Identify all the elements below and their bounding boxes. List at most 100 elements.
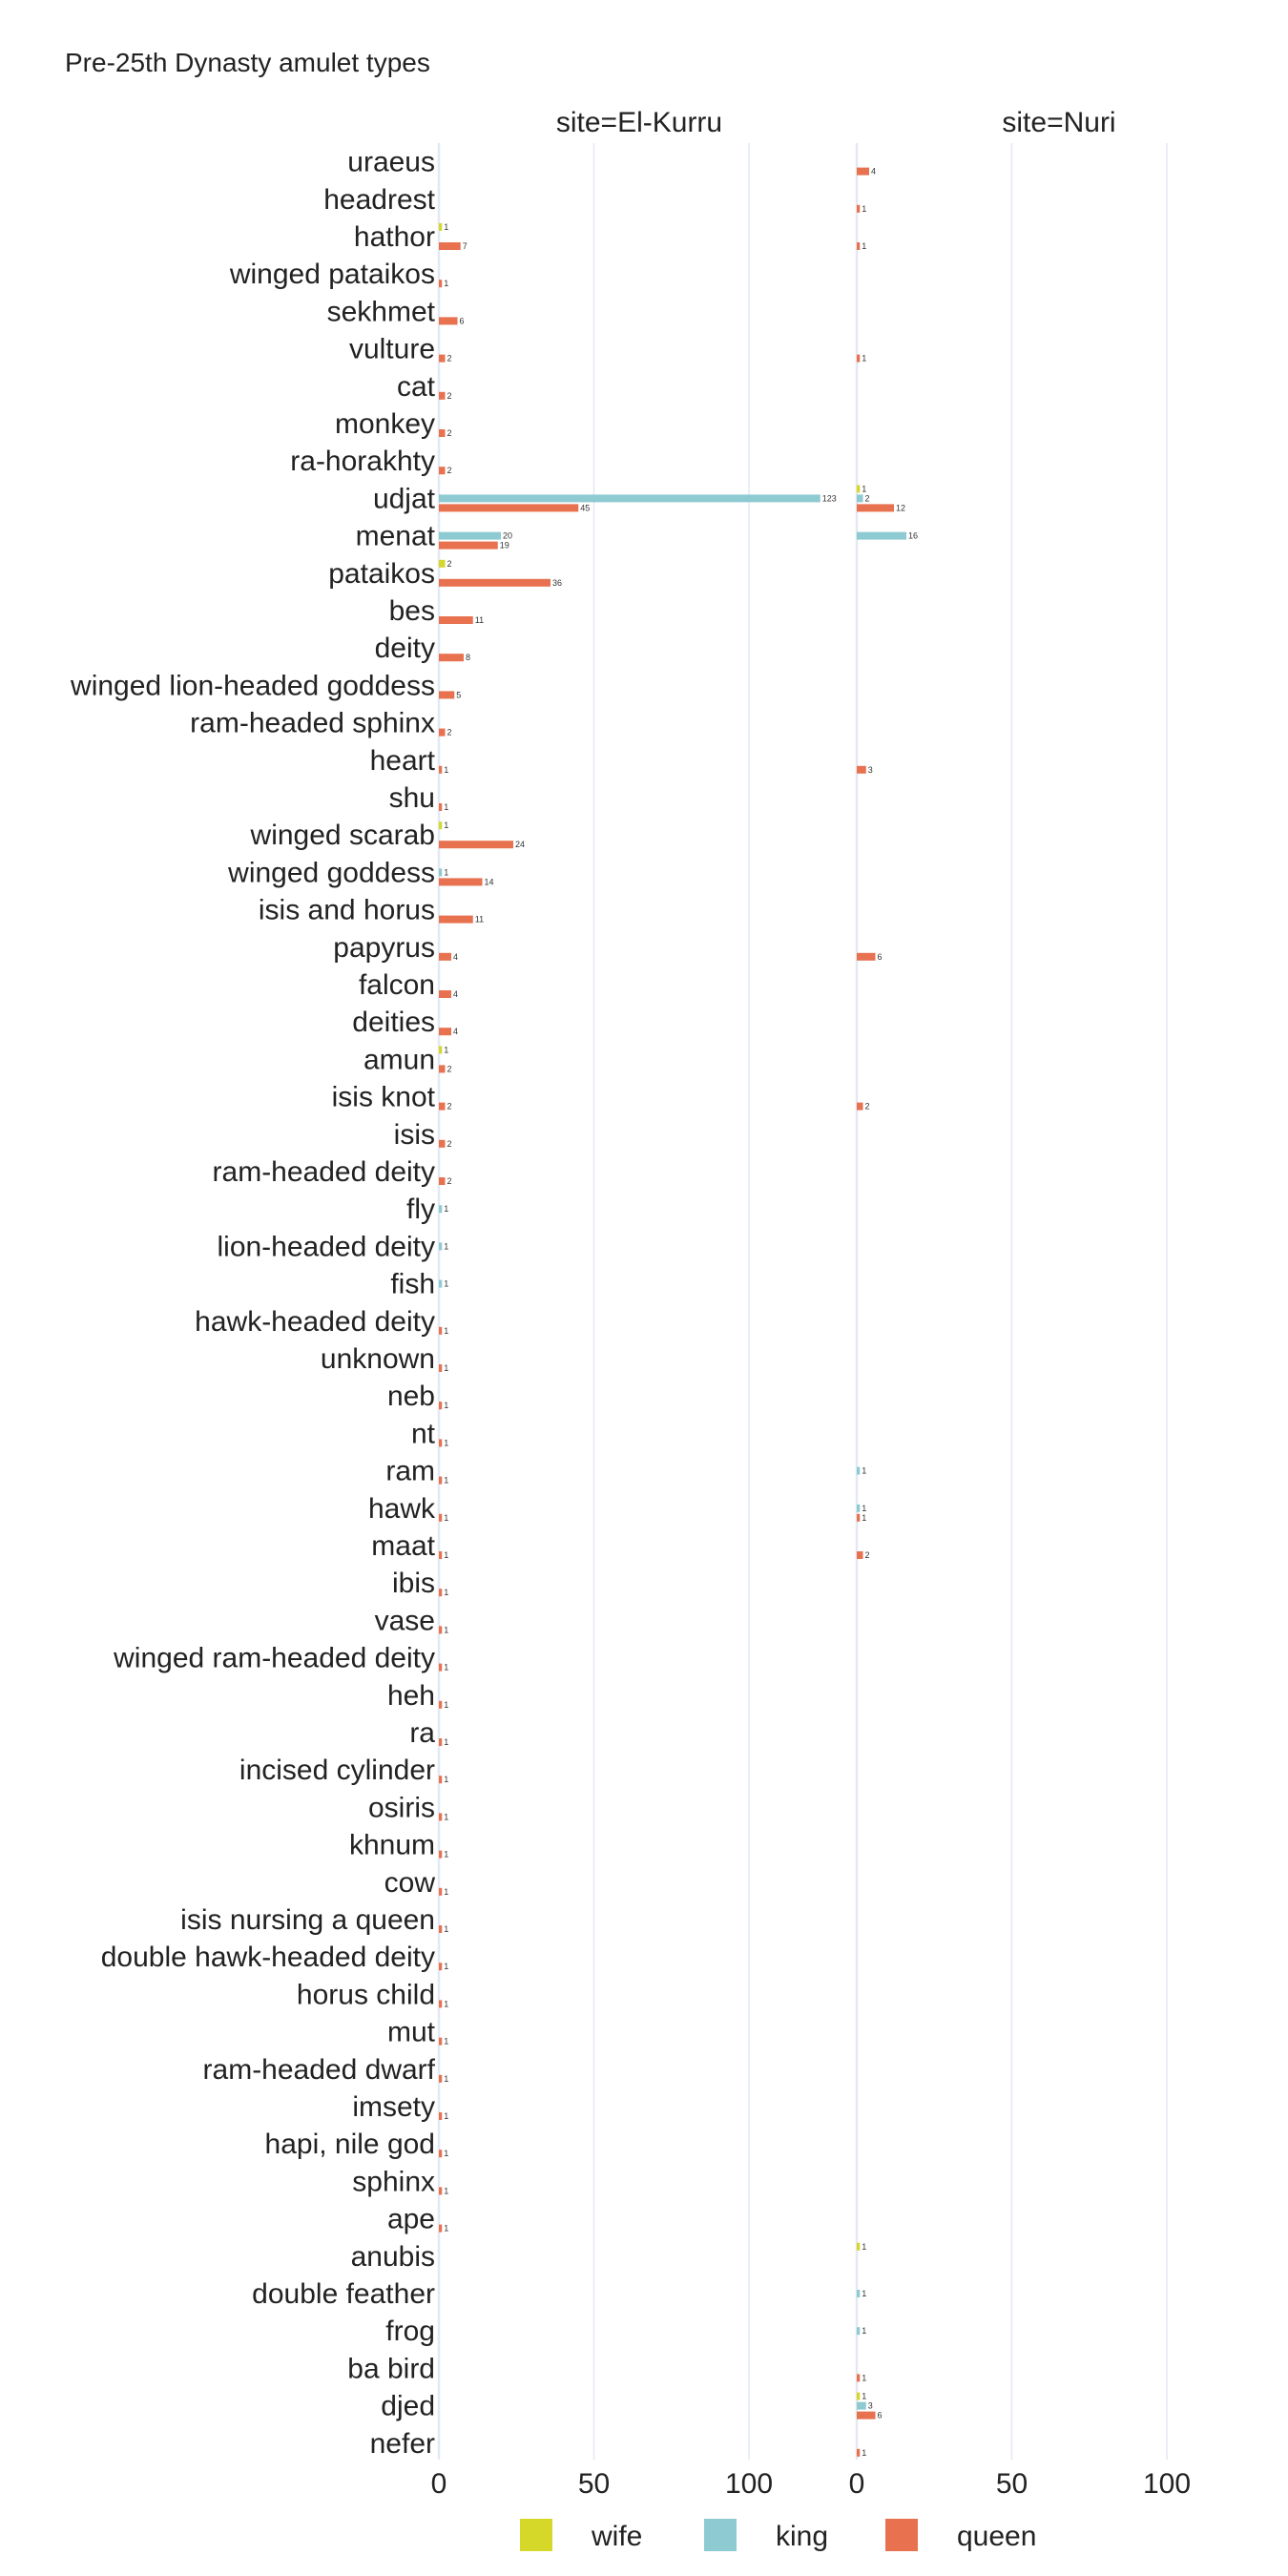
bar-value-label: 1	[444, 1279, 448, 1289]
bar-value-label: 7	[463, 241, 467, 251]
bar-value-label: 12	[896, 503, 905, 512]
category-label: hapi, nile god	[265, 2129, 435, 2160]
bar-value-label: 16	[908, 531, 918, 541]
bar-value-label: 1	[444, 1924, 448, 1934]
bar-value-label: 1	[444, 1700, 448, 1710]
x-tick-label: 100	[1143, 2468, 1191, 2500]
bar-value-label: 1	[862, 241, 866, 251]
bar-value-label: 1	[444, 2111, 448, 2121]
category-label: frog	[385, 2316, 435, 2347]
bar-queen	[439, 391, 446, 400]
bar-value-label: 2	[447, 1064, 452, 1073]
bar-value-label: 2	[447, 1139, 452, 1149]
bar-value-label: 2	[447, 391, 452, 401]
legend-swatch-king	[704, 2519, 737, 2551]
bar-value-label: 6	[878, 2411, 883, 2420]
bar-value-label: 1	[444, 1625, 448, 1634]
category-label: fish	[390, 1269, 435, 1300]
category-label: hathor	[354, 221, 435, 253]
bar-value-label: 1	[862, 1513, 866, 1523]
category-label: anubis	[351, 2241, 435, 2273]
bar-value-label: 1	[444, 222, 448, 232]
x-axis-ticks: 0 50 100 0 50 100	[431, 2468, 1191, 2500]
category-label: pataikos	[328, 558, 435, 590]
bar-queen	[439, 728, 446, 737]
bar-value-label: 2	[447, 1176, 452, 1186]
x-tick-label: 100	[725, 2468, 773, 2500]
bar-value-label: 5	[456, 690, 461, 699]
bar-queen	[439, 1963, 443, 1971]
bar-value-label: 1	[444, 802, 448, 812]
category-label: ram-headed sphinx	[190, 708, 435, 739]
bar-value-label: 2	[447, 1102, 452, 1111]
bar-queen	[439, 1326, 443, 1335]
bar-king	[857, 2401, 866, 2410]
bar-queen	[857, 242, 861, 250]
bar-value-label: 2	[865, 1550, 870, 1560]
bar-value-label: 1	[862, 354, 866, 364]
bar-value-label: 1	[444, 1204, 448, 1214]
bar-value-label: 1	[444, 2074, 448, 2084]
category-label: isis and horus	[259, 895, 435, 926]
bar-queen	[439, 1139, 446, 1148]
category-label: falcon	[359, 969, 435, 1001]
bar-king	[439, 494, 821, 503]
category-label: winged goddess	[227, 857, 435, 888]
bar-wife	[439, 223, 443, 231]
bar-value-label: 1	[862, 2448, 866, 2458]
bar-king	[439, 868, 443, 877]
category-label: deities	[352, 1007, 435, 1038]
bar-queen	[439, 1028, 451, 1036]
bar-value-label: 1	[862, 1504, 866, 1513]
category-label: cat	[397, 371, 436, 403]
category-label: maat	[371, 1530, 435, 1562]
bar-queen	[439, 1551, 443, 1559]
bar-value-label: 4	[453, 952, 458, 962]
bar-value-label: 1	[862, 2289, 866, 2298]
category-label: winged pataikos	[229, 259, 435, 290]
bar-queen	[439, 616, 473, 624]
bar-value-label: 1	[444, 1887, 448, 1897]
bar-value-label: 1	[444, 2186, 448, 2195]
bar-value-label: 1	[444, 1241, 448, 1251]
bar-queen	[439, 1663, 443, 1672]
bar-queen	[857, 2411, 876, 2420]
bar-queen	[439, 841, 513, 849]
bar-value-label: 1	[444, 1588, 448, 1597]
bar-queen	[439, 2037, 443, 2046]
facet-title-el-kurru: site=El-Kurru	[556, 107, 722, 138]
bar-queen	[439, 1513, 443, 1522]
bar-queen	[857, 952, 876, 961]
bar-king	[857, 1504, 861, 1512]
bar-value-label: 1	[444, 1775, 448, 1784]
bar-king	[857, 494, 863, 503]
bar-value-label: 1	[444, 1812, 448, 1821]
category-label: uraeus	[347, 147, 435, 178]
bar-queen	[439, 691, 455, 699]
x-tick-label: 50	[578, 2468, 610, 2500]
bar-value-label: 11	[475, 915, 484, 924]
category-label: bes	[389, 595, 435, 627]
legend-swatch-queen	[885, 2519, 918, 2551]
bar-value-label: 2	[447, 428, 452, 438]
category-label: horus child	[297, 1979, 435, 2010]
category-label: khnum	[349, 1830, 435, 1861]
legend: wife king queen	[520, 2519, 1036, 2552]
bar-value-label: 1	[444, 1363, 448, 1373]
category-label: vase	[375, 1605, 435, 1636]
category-label: headrest	[323, 184, 435, 216]
bar-queen	[439, 2000, 443, 2008]
bar-value-label: 2	[447, 466, 452, 475]
bar-value-label: 2	[447, 354, 452, 364]
bar-queen	[439, 765, 443, 774]
category-label: ibis	[392, 1568, 435, 1599]
bar-queen	[857, 2448, 861, 2457]
bar-wife	[439, 559, 446, 568]
bar-queen	[439, 354, 446, 363]
bar-value-label: 1	[444, 2224, 448, 2233]
bar-queen	[439, 1700, 443, 1709]
category-label: neb	[387, 1381, 435, 1412]
bar-value-label: 3	[868, 765, 873, 775]
bar-queen	[439, 2150, 443, 2158]
